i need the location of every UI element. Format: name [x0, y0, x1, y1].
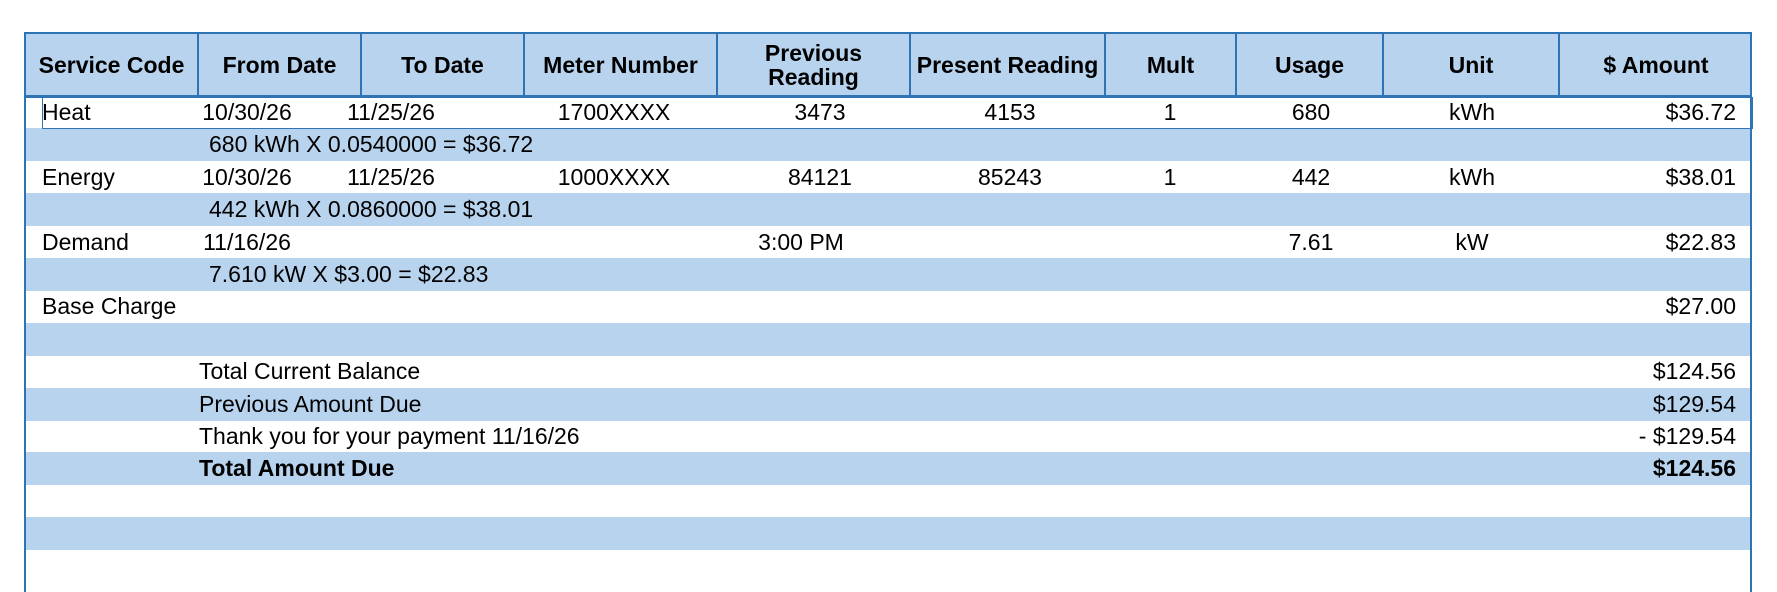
usage-cell: 680	[1291, 99, 1331, 125]
base-charge-amount: $27.00	[1665, 293, 1736, 320]
total-amount: $124.56	[1652, 358, 1736, 385]
total-label: Previous Amount Due	[199, 390, 422, 417]
column-header[interactable]: Mult	[1106, 34, 1237, 95]
amount-cell: $36.72	[1665, 99, 1736, 125]
mult-cell: 1	[1163, 99, 1177, 125]
column-header[interactable]: Meter Number	[525, 34, 718, 95]
blank-row	[26, 550, 1750, 583]
total-amount: $129.54	[1652, 390, 1736, 417]
calculation-detail: 7.610 kW X $3.00 = $22.83	[209, 261, 489, 287]
blank-row	[26, 322, 1750, 356]
from-cell: 11/16/26	[203, 228, 291, 255]
column-header[interactable]: $ Amount	[1603, 51, 1709, 78]
meter-cell: 1000XXXX	[557, 163, 671, 190]
service-row: Heat 10/30/26 11/25/26 1700XXXX 3473 4153 1 680…	[26, 96, 1750, 129]
present-cell: 4153	[984, 99, 1036, 125]
previous-cell: 3:00 PM	[758, 228, 844, 255]
base-charge-label: Base Charge	[42, 293, 177, 320]
total-row: Total Current Balance $124.56	[26, 355, 1750, 388]
from-cell: 10/30/26	[202, 99, 292, 125]
previous-cell: 3473	[794, 99, 846, 125]
column-header[interactable]: Present Reading	[911, 34, 1106, 95]
service-detail-row: 680 kWh X 0.0540000 = $36.72	[26, 128, 1750, 162]
column-header[interactable]: Service Code	[26, 34, 199, 95]
usage-cell: 7.61	[1288, 228, 1334, 255]
amount-cell: $38.01	[1665, 163, 1736, 190]
total-row: Thank you for your payment 11/16/26 - $12…	[26, 420, 1750, 453]
meter-cell: 1700XXXX	[557, 99, 671, 125]
service-row: Energy 10/30/26 11/25/26 1000XXXX 84121 85243…	[26, 161, 1750, 194]
from-cell: 10/30/26	[202, 163, 292, 190]
previous-cell: 84121	[788, 163, 852, 190]
total-amount: - $129.54	[1638, 423, 1736, 449]
calculation-detail: 442 kWh X 0.0860000 = $38.01	[209, 196, 534, 223]
column-header[interactable]: Usage	[1237, 34, 1384, 95]
column-header[interactable]: Previous Reading	[718, 34, 911, 95]
present-cell: 85243	[978, 163, 1042, 190]
blank-row	[26, 517, 1750, 551]
code-cell: Heat	[42, 99, 91, 125]
table-header: Service Code From Date To Date Meter Number…	[26, 34, 1750, 98]
total-row: Total Amount Due $124.56	[26, 452, 1750, 486]
service-detail-row: 7.610 kW X $3.00 = $22.83	[26, 258, 1750, 291]
service-detail-row: 442 kWh X 0.0860000 = $38.01	[26, 193, 1750, 227]
total-label: Thank you for your payment 11/16/26	[199, 423, 580, 449]
mult-cell: 1	[1163, 163, 1177, 190]
total-amount: $124.56	[1652, 455, 1736, 482]
to-cell: 11/25/26	[347, 99, 435, 125]
total-row: Previous Amount Due $129.54	[26, 387, 1750, 421]
column-header[interactable]: Unit	[1384, 34, 1560, 95]
code-cell: Energy	[42, 163, 115, 190]
code-cell: Demand	[42, 228, 129, 255]
column-header[interactable]: To Date	[362, 34, 525, 95]
unit-cell: kWh	[1449, 163, 1495, 190]
to-cell: 11/25/26	[347, 163, 435, 190]
column-header[interactable]: From Date	[199, 34, 362, 95]
usage-cell: 442	[1291, 163, 1331, 190]
unit-cell: kW	[1455, 228, 1489, 255]
amount-cell: $22.83	[1665, 228, 1736, 255]
unit-cell: kWh	[1449, 99, 1495, 125]
base-charge-row: Base Charge $27.00	[26, 290, 1750, 323]
service-row: Demand 11/16/26 3:00 PM 7.61 kW $22.83	[26, 226, 1750, 259]
billing-table: Service Code From Date To Date Meter Number…	[24, 32, 1753, 592]
total-label: Total Current Balance	[199, 358, 421, 385]
total-label: Total Amount Due	[199, 455, 395, 482]
blank-row	[26, 485, 1750, 518]
calculation-detail: 680 kWh X 0.0540000 = $36.72	[209, 131, 534, 158]
